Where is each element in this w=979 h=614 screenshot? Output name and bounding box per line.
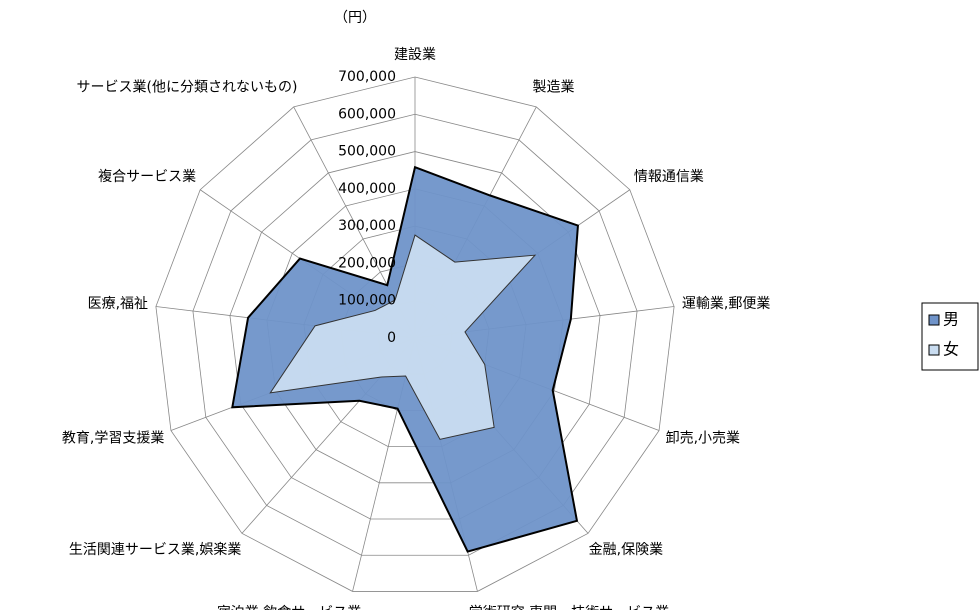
y-tick-label: 300,000 <box>338 218 396 234</box>
category-label: サービス業(他に分類されないもの) <box>77 79 298 95</box>
grid-line <box>155 76 675 592</box>
category-label: 宿泊業,飲食サービス業 <box>217 604 361 610</box>
category-label: 学術研究,専門・技術サービス業 <box>469 605 669 610</box>
category-label: 教育,学習支援業 <box>62 430 164 446</box>
category-label: 複合サービス業 <box>98 168 196 185</box>
unit-label: （円） <box>334 10 376 26</box>
y-tick-label: 500,000 <box>338 144 396 160</box>
category-label: 製造業 <box>533 79 575 95</box>
category-label: 建設業 <box>394 47 436 63</box>
series-area <box>269 234 537 440</box>
y-tick-label: 100,000 <box>338 293 396 309</box>
category-label: 卸売,小売業 <box>666 430 740 446</box>
y-tick-label: 200,000 <box>338 255 396 271</box>
y-tick-label: 0 <box>387 330 396 346</box>
category-label: 情報通信業 <box>634 169 704 185</box>
y-tick-label: 700,000 <box>338 69 396 85</box>
category-label: 運輸業,郵便業 <box>682 296 770 312</box>
legend-box <box>921 302 979 371</box>
grid-line <box>192 113 638 556</box>
y-tick-label: 600,000 <box>338 106 396 122</box>
legend-swatch <box>928 314 940 326</box>
legend-label: 男 <box>943 310 959 329</box>
category-label: 金融,保険業 <box>589 542 663 558</box>
y-tick-label: 400,000 <box>338 181 396 197</box>
category-label: 医療,福祉 <box>88 295 148 312</box>
legend-label: 女 <box>943 340 959 359</box>
legend-swatch <box>928 344 940 356</box>
category-label: 生活関連サービス業,娯楽業 <box>69 542 241 558</box>
